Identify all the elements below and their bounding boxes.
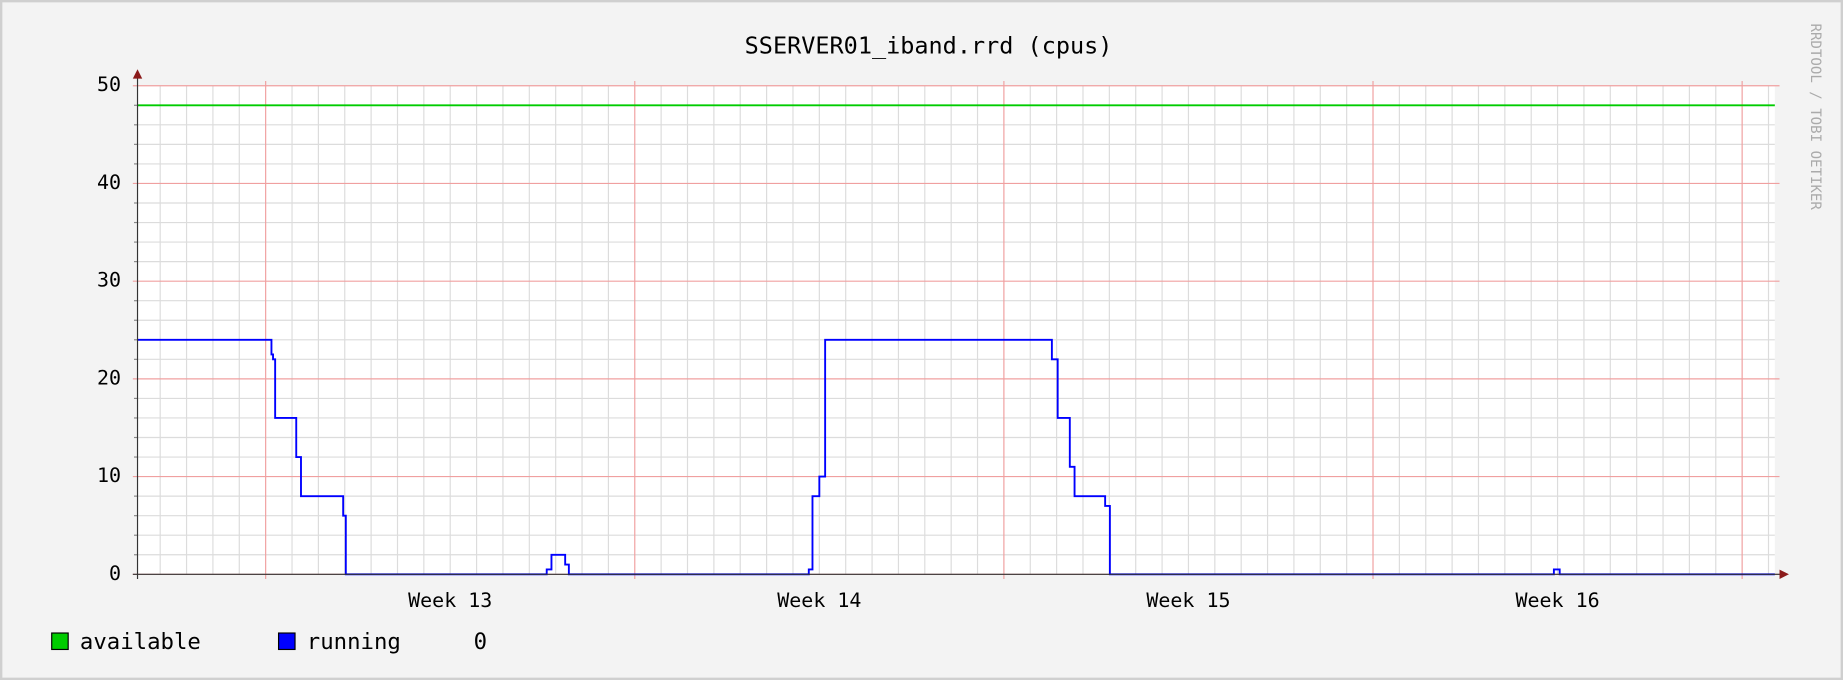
marks xyxy=(137,104,1775,576)
x-tick-label: Week 15 xyxy=(1146,588,1230,612)
y-tick-label: 50 xyxy=(97,72,121,96)
side-label: RRDTOOL / TOBI OETIKER xyxy=(1807,23,1823,210)
y-tick-label: 20 xyxy=(97,365,121,389)
y-tick-label: 0 xyxy=(109,561,121,585)
y-tick-label: 10 xyxy=(97,463,121,487)
chart-title: SSERVER01_iband.rrd (cpus) xyxy=(745,31,1113,59)
x-axis-arrow xyxy=(1779,569,1789,579)
legend-label: available xyxy=(80,629,201,655)
x-tick-label: Week 14 xyxy=(777,588,861,612)
legend-swatch xyxy=(277,632,296,651)
y-tick-label: 40 xyxy=(97,170,121,194)
legend-label: running xyxy=(307,629,401,655)
legend-swatch xyxy=(51,632,69,651)
labels: 0 10 20 30 40 50 Week 13 Week 14 Week 15 Week 16 a… xyxy=(51,69,1789,655)
y-tick-label: 30 xyxy=(97,268,121,292)
y-axis-arrow xyxy=(132,69,143,79)
legend-value: 0 xyxy=(474,629,487,655)
x-tick-label: Week 16 xyxy=(1515,588,1599,612)
plot-area xyxy=(137,85,1775,575)
series-line xyxy=(137,338,1775,576)
x-tick-label: Week 13 xyxy=(408,588,492,612)
